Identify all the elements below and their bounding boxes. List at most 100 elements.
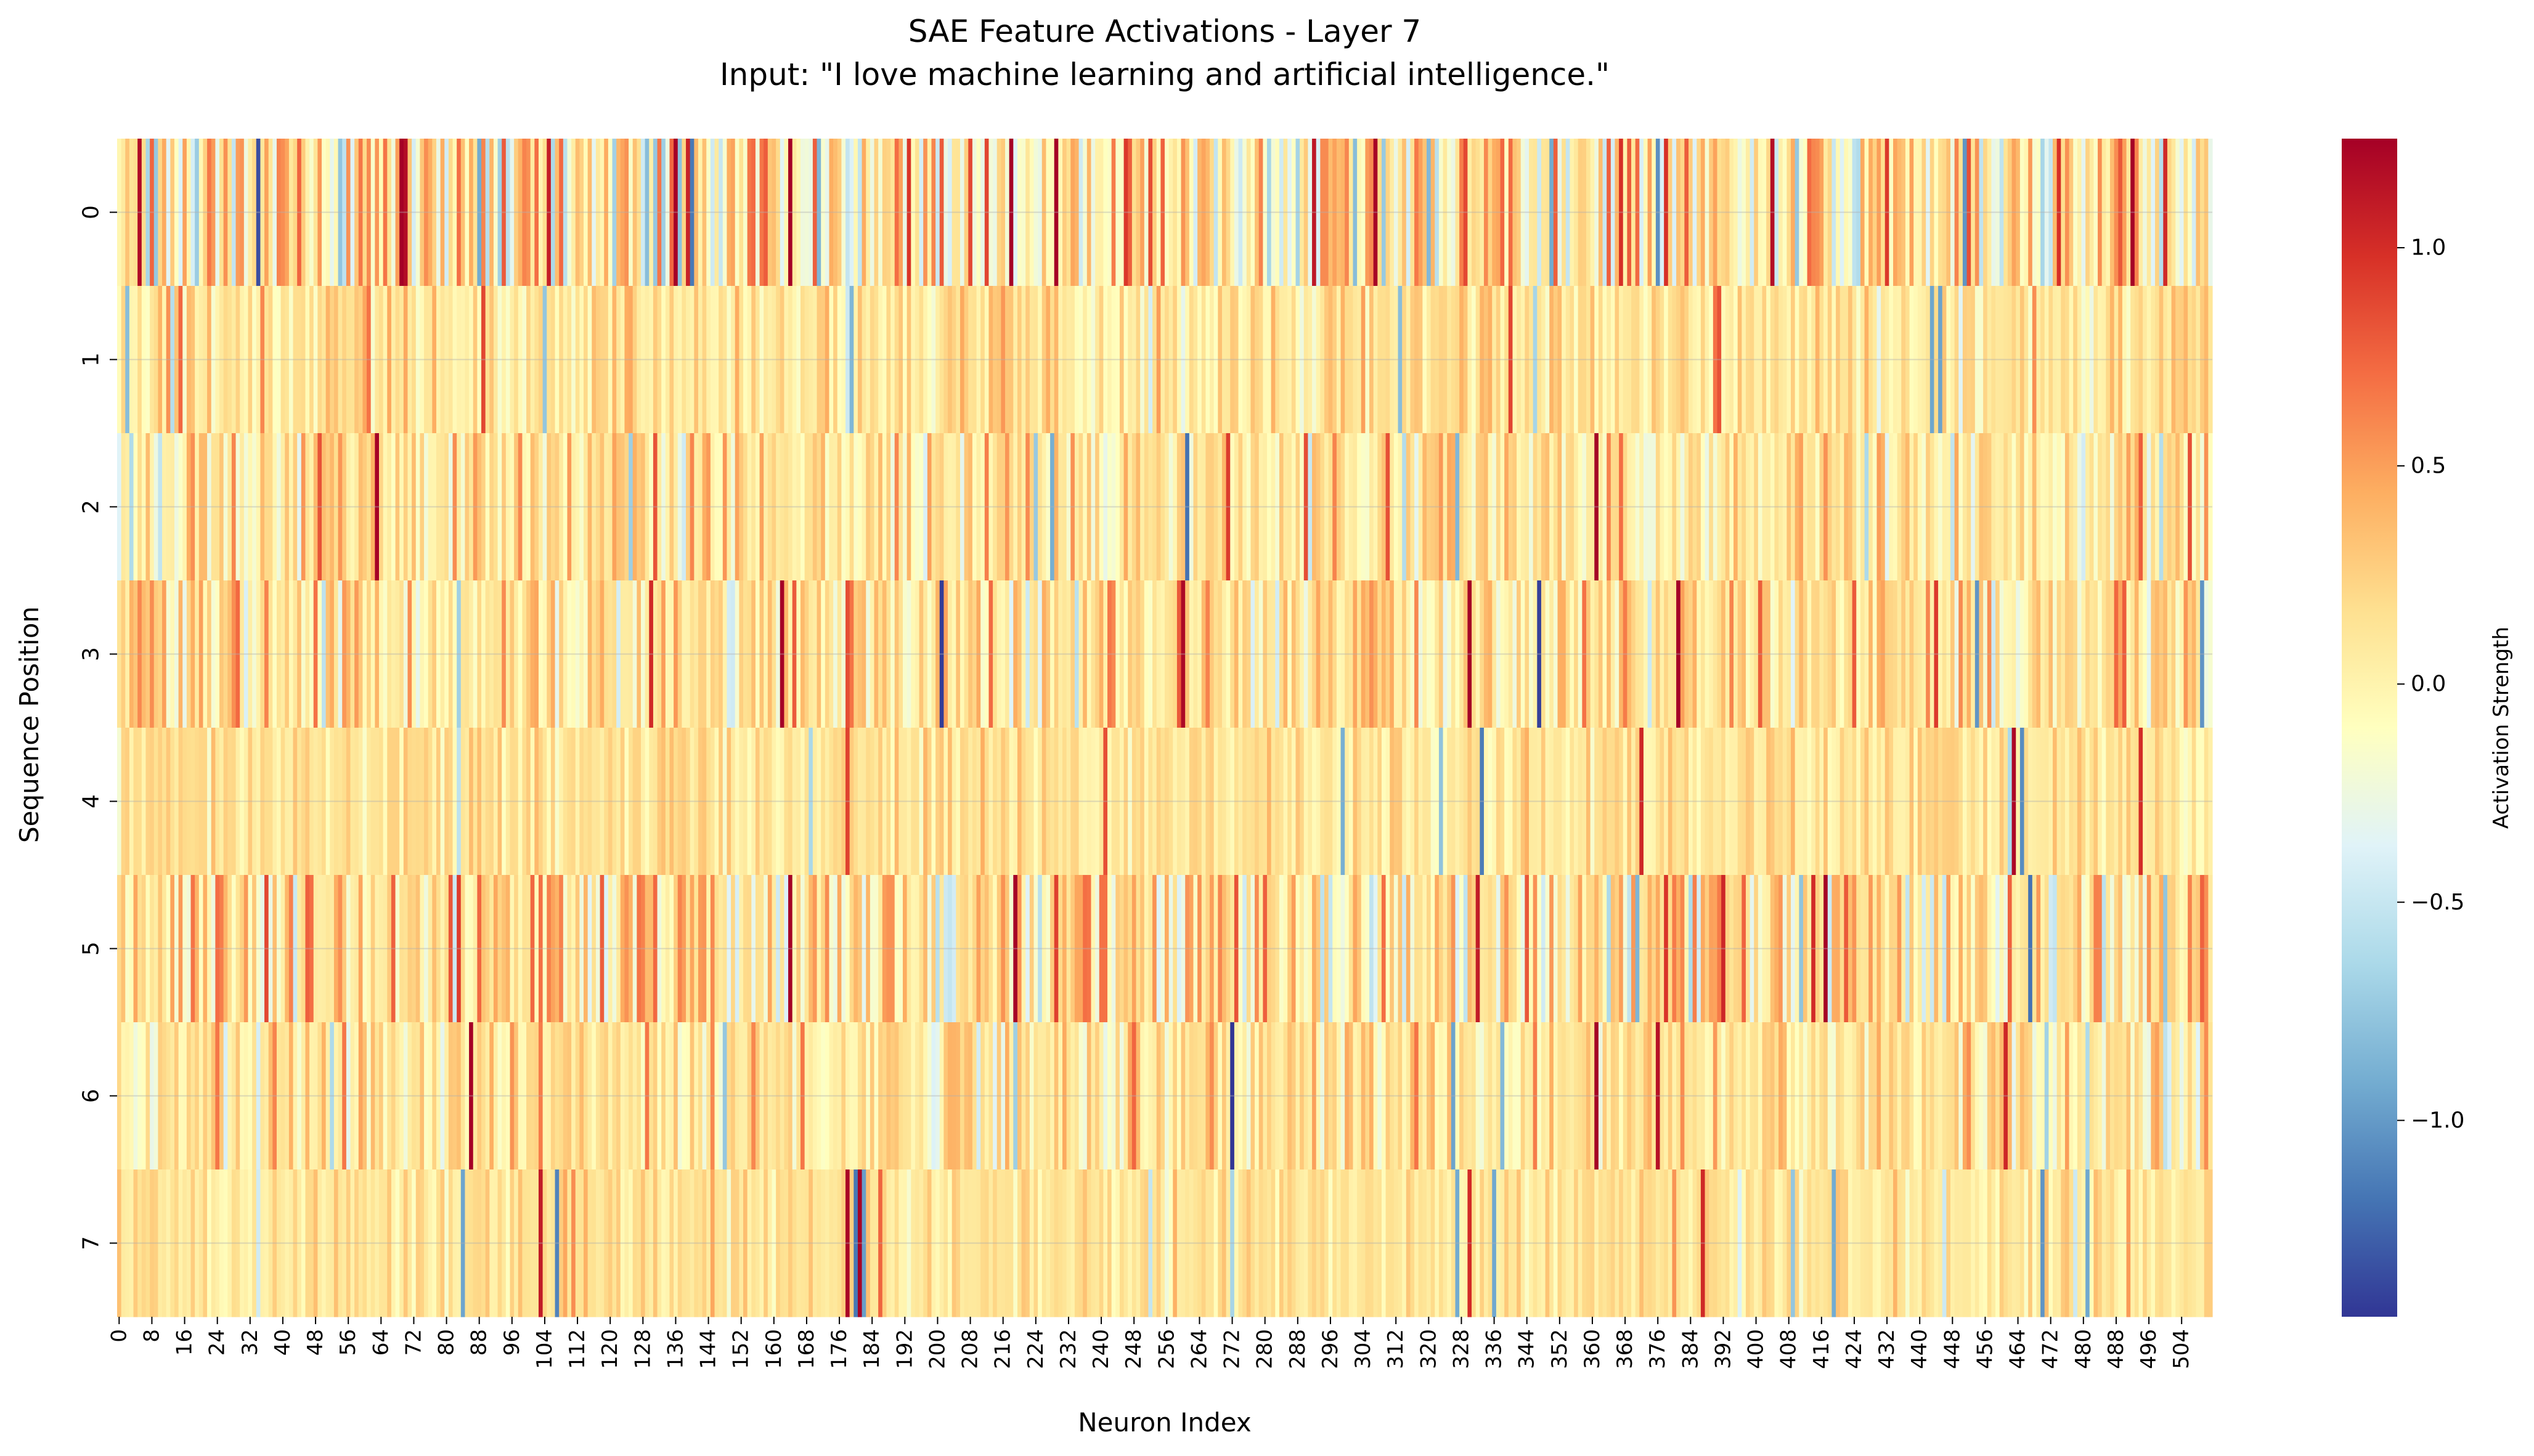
- heatmap-cell: [1689, 728, 1693, 876]
- heatmap-cell: [1348, 580, 1354, 728]
- heatmap-cell: [772, 875, 776, 1023]
- heatmap-cell: [2188, 433, 2193, 581]
- heatmap-cell: [784, 728, 789, 876]
- heatmap-cell: [1529, 139, 1534, 287]
- heatmap-cell: [792, 728, 797, 876]
- heatmap-cell: [297, 875, 302, 1023]
- heatmap-cell: [1430, 580, 1435, 728]
- heatmap-cell: [2077, 139, 2082, 287]
- heatmap-cell: [1938, 728, 1943, 876]
- heatmap-cell: [1987, 580, 1992, 728]
- heatmap-cell: [800, 433, 805, 581]
- heatmap-cell: [227, 875, 232, 1023]
- heatmap-cell: [493, 580, 499, 728]
- heatmap-cell: [505, 286, 511, 434]
- heatmap-cell: [158, 139, 163, 287]
- heatmap-cell: [1066, 139, 1071, 287]
- heatmap-cell: [1414, 286, 1419, 434]
- heatmap-cell: [1128, 728, 1133, 876]
- heatmap-cell: [649, 139, 654, 287]
- heatmap-cell: [1414, 580, 1419, 728]
- heatmap-cell: [1115, 139, 1120, 287]
- heatmap-cell: [125, 433, 130, 581]
- heatmap-cell: [800, 875, 805, 1023]
- heatmap-cell: [903, 728, 908, 876]
- heatmap-cell: [2024, 433, 2029, 581]
- heatmap-cell: [1848, 286, 1853, 434]
- heatmap-cell: [198, 875, 204, 1023]
- heatmap-cell: [1709, 139, 1714, 287]
- heatmap-cell: [694, 875, 699, 1023]
- heatmap-cell: [166, 286, 171, 434]
- heatmap-cell: [620, 875, 625, 1023]
- heatmap-cell: [166, 139, 171, 287]
- heatmap-cell: [1848, 580, 1853, 728]
- heatmap-cell: [1492, 139, 1497, 287]
- heatmap-cell: [1713, 286, 1718, 434]
- heatmap-cell: [1017, 139, 1022, 287]
- heatmap-cell: [342, 139, 347, 287]
- heatmap-cell: [592, 580, 597, 728]
- heatmap-cell: [481, 875, 486, 1023]
- heatmap-cell: [996, 286, 1001, 434]
- heatmap-cell: [1357, 580, 1362, 728]
- heatmap-cell: [853, 875, 858, 1023]
- heatmap-cell: [141, 875, 147, 1023]
- heatmap-cell: [256, 728, 261, 876]
- heatmap-cell: [407, 728, 412, 876]
- heatmap-cell: [1991, 139, 1996, 287]
- heatmap-cell: [1844, 139, 1849, 287]
- heatmap-cell: [153, 433, 159, 581]
- heatmap-cell: [362, 580, 367, 728]
- heatmap-cell: [457, 286, 462, 434]
- heatmap-cell: [1385, 433, 1390, 581]
- heatmap-cell: [1619, 286, 1624, 434]
- heatmap-cell: [849, 875, 854, 1023]
- heatmap-cell: [841, 728, 846, 876]
- heatmap-cell: [722, 875, 728, 1023]
- heatmap-cell: [951, 728, 956, 876]
- heatmap-cell: [1839, 433, 1844, 581]
- heatmap-cell: [862, 580, 866, 728]
- x-tick-label: 368: [1613, 1329, 1637, 1369]
- heatmap-cell: [1602, 433, 1607, 581]
- heatmap-cell: [1615, 728, 1619, 876]
- heatmap-cell: [592, 139, 597, 287]
- heatmap-cell: [1578, 433, 1583, 581]
- heatmap-cell: [1889, 286, 1894, 434]
- heatmap-cell: [645, 433, 650, 581]
- heatmap-cell: [1271, 286, 1276, 434]
- heatmap-cell: [616, 728, 621, 876]
- heatmap-cell: [125, 728, 130, 876]
- heatmap-cell: [518, 286, 523, 434]
- heatmap-cell: [448, 139, 454, 287]
- heatmap-cell: [547, 728, 552, 876]
- heatmap-cell: [272, 875, 277, 1023]
- heatmap-cell: [2085, 139, 2090, 287]
- heatmap-cell: [1782, 433, 1787, 581]
- heatmap-cell: [624, 875, 629, 1023]
- heatmap-cell: [276, 139, 282, 287]
- heatmap-cell: [1647, 286, 1652, 434]
- heatmap-cell: [1316, 286, 1321, 434]
- heatmap-cell: [890, 139, 895, 287]
- heatmap-cell: [2073, 728, 2078, 876]
- heatmap-cell: [297, 139, 302, 287]
- heatmap-cell: [1598, 580, 1603, 728]
- heatmap-cell: [1025, 433, 1030, 581]
- heatmap-cell: [1406, 580, 1411, 728]
- heatmap-cell: [1009, 728, 1014, 876]
- heatmap-cell: [1017, 433, 1022, 581]
- heatmap-cell: [612, 580, 617, 728]
- heatmap-cell: [375, 433, 380, 581]
- heatmap-cell: [1860, 433, 1865, 581]
- heatmap-cell: [1770, 433, 1775, 581]
- heatmap-cell: [624, 580, 629, 728]
- heatmap-cell: [669, 580, 674, 728]
- heatmap-cell: [1876, 580, 1881, 728]
- heatmap-cell: [906, 728, 911, 876]
- heatmap-cell: [710, 728, 715, 876]
- heatmap-cell: [293, 728, 298, 876]
- heatmap-cell: [710, 433, 715, 581]
- heatmap-cell: [1884, 139, 1889, 287]
